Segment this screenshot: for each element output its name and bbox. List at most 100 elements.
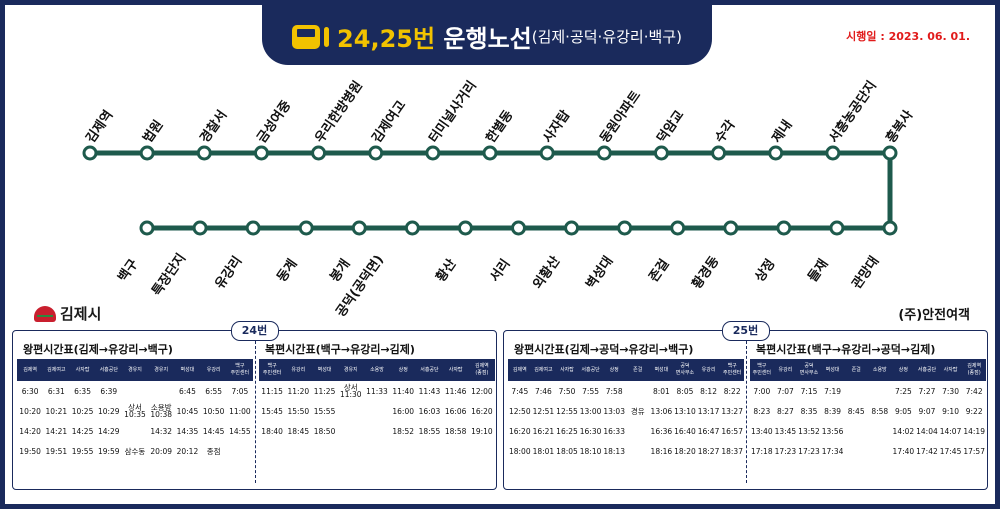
timetable-cell: 7:00 <box>753 386 771 396</box>
timetable-cell: 17:42 <box>916 446 938 456</box>
timetable-cell: 6:55 <box>205 386 223 396</box>
timetable-row: 12:50 12:51 12:55 13:00 13:03 경유 13:06 13:10 13:… <box>508 401 744 421</box>
timetable-cell: 13:00 <box>579 406 602 416</box>
stop-marker <box>368 145 384 161</box>
timetable-cell: 8:35 <box>800 406 818 416</box>
timetable-cell: 경유 <box>630 406 645 416</box>
timetable-cell: 9:07 <box>918 406 936 416</box>
timetable-header: 상정 <box>390 359 417 381</box>
timetable-cell: 18:05 <box>556 446 578 456</box>
stop-marker <box>670 220 686 236</box>
gimje-city-logo: 김제시 <box>34 303 101 324</box>
timetable-cell: 8:39 <box>824 406 841 416</box>
timetable-header: 경유지 <box>121 359 149 381</box>
timetable-cell: 8:23 <box>753 406 771 416</box>
stop-marker <box>882 220 898 236</box>
timetable-cell: 14:19 <box>963 426 985 436</box>
timetable-cell <box>148 381 174 401</box>
timetable-cell <box>122 421 148 441</box>
timetable-cell: 16:20 <box>471 406 493 416</box>
timetable-cell <box>122 381 148 401</box>
timetable-cell: 17:45 <box>939 446 962 456</box>
timetable-row: 17:18 17:23 17:23 17:34 17:40 17:42 17:45 17:57 <box>750 441 986 461</box>
timetable-header: 경유지 <box>148 359 175 381</box>
stop-marker <box>882 145 898 161</box>
timetable-header: 백구 주민센터 <box>226 359 253 381</box>
timetable-cell: 14:32 <box>150 426 173 436</box>
stop-marker <box>768 145 784 161</box>
city-logo-text: 김제시 <box>60 305 102 323</box>
timetable-cell <box>626 441 650 461</box>
timetable-grid: 백구 주민센터 유강리 공덕 면사무소 벽성대 존걸 소용방 상정 서흥공단 사자탑 김제역 (종… <box>750 359 986 461</box>
timetable-cell: 7:46 <box>534 386 552 396</box>
timetable-cell: 18:50 <box>313 426 336 436</box>
timetable-cell: 15:45 <box>261 406 283 416</box>
timetable-cell: 16:40 <box>674 426 696 436</box>
timetable-cell: 14:29 <box>97 426 120 436</box>
timetable-header: 사자탑 <box>69 359 96 381</box>
timetable-cell: 12:50 <box>508 406 531 416</box>
timetable-header: 벽성대 <box>311 359 338 381</box>
timetable-cell: 7:05 <box>231 386 249 396</box>
timetable-cell: 상서 10:35 <box>124 403 146 419</box>
timetable-cell: 19:59 <box>97 446 120 456</box>
timetable-cell: 9:05 <box>894 406 912 416</box>
timetable-cell: 13:06 <box>650 406 673 416</box>
stop-marker <box>404 220 420 236</box>
timetable-cell: 18:01 <box>532 446 555 456</box>
timetable-cell: 16:00 <box>392 406 415 416</box>
timetable-header: 벽성대 <box>649 359 674 381</box>
timetable-header: 서흥공단 <box>578 359 603 381</box>
timetable-cell: 17:57 <box>963 446 985 456</box>
route-map <box>82 145 898 236</box>
timetable-cell <box>364 421 390 441</box>
timetable-cell: 8:58 <box>871 406 889 416</box>
timetable-cell <box>868 441 892 461</box>
timetable-cell: 14:07 <box>939 426 962 436</box>
timetable-header: 유강리 <box>200 359 227 381</box>
timetable-cell <box>868 421 892 441</box>
timetable-cell <box>844 421 868 441</box>
timetable-cell: 18:58 <box>444 426 467 436</box>
timetable-header: 유강리 <box>696 359 721 381</box>
timetable-cell <box>844 441 868 461</box>
timetable-cell: 16:20 <box>508 426 531 436</box>
timetable-cell: 11:00 <box>229 406 251 416</box>
timetable-header: 김제역 <box>17 359 44 381</box>
timetable-cell: 19:10 <box>471 426 493 436</box>
timetable-header: 벽성대 <box>820 359 845 381</box>
route-description: (김제·공덕·유강리·백구) <box>531 28 682 46</box>
timetable-cell: 10:45 <box>176 406 199 416</box>
timetable-cell: 14:20 <box>19 426 41 436</box>
timetable-header: 공덕 면사무소 <box>673 359 697 381</box>
timetable-title: 복편시간표(백구→유강리→공덕→김제) <box>756 343 936 356</box>
timetable-header: 존걸 <box>625 359 650 381</box>
timetable-header: 경유지 <box>337 359 364 381</box>
timetable-header: 백구 주민센터 <box>259 359 286 381</box>
timetable-cell: 11:33 <box>366 386 388 396</box>
timetable-cell: 11:25 <box>313 386 336 396</box>
timetable-grid: 김제역 김제여고 사자탑 서흥공단 경유지 경유지 벽성대 유강리 백구 주민센터 6:30 6:3… <box>17 359 253 461</box>
route-badge-25: 25번 <box>721 321 770 341</box>
timetable-cell: 16:03 <box>418 406 441 416</box>
timetable-header: 서흥공단 <box>95 359 122 381</box>
stop-marker <box>253 145 269 161</box>
timetable-cell: 13:56 <box>821 426 844 436</box>
timetable-row: 8:23 8:27 8:35 8:39 8:45 8:58 9:05 9:07 9:10 9:22 <box>750 401 986 421</box>
timetable-header: 공덕 면사무소 <box>797 359 821 381</box>
timetable-cell: 14:35 <box>176 426 199 436</box>
timetable-cell <box>227 441 253 461</box>
timetable-header: 백구 주민센터 <box>720 359 744 381</box>
timetable-row: 11:15 11:20 11:25 상서 11:30 11:33 11:40 11:43 11… <box>259 381 495 401</box>
timetable-24: 24번 왕편시간표(김제→유강리→백구) 김제역 김제여고 사자탑 서흥공단 경유지 경유지… <box>12 321 497 490</box>
timetable-cell: 9:22 <box>965 406 983 416</box>
timetable-cell: 18:13 <box>603 446 625 456</box>
timetable-cell: 17:23 <box>798 446 820 456</box>
timetable-cell: 소용방 10:38 <box>150 403 173 419</box>
timetable-cell: 18:55 <box>418 426 441 436</box>
timetable-header: 유강리 <box>773 359 798 381</box>
timetable-cell: 7:07 <box>776 386 794 396</box>
route-title: 운행노선 <box>443 25 532 53</box>
timetable-cell: 17:40 <box>892 446 915 456</box>
timetable-cell <box>626 421 650 441</box>
